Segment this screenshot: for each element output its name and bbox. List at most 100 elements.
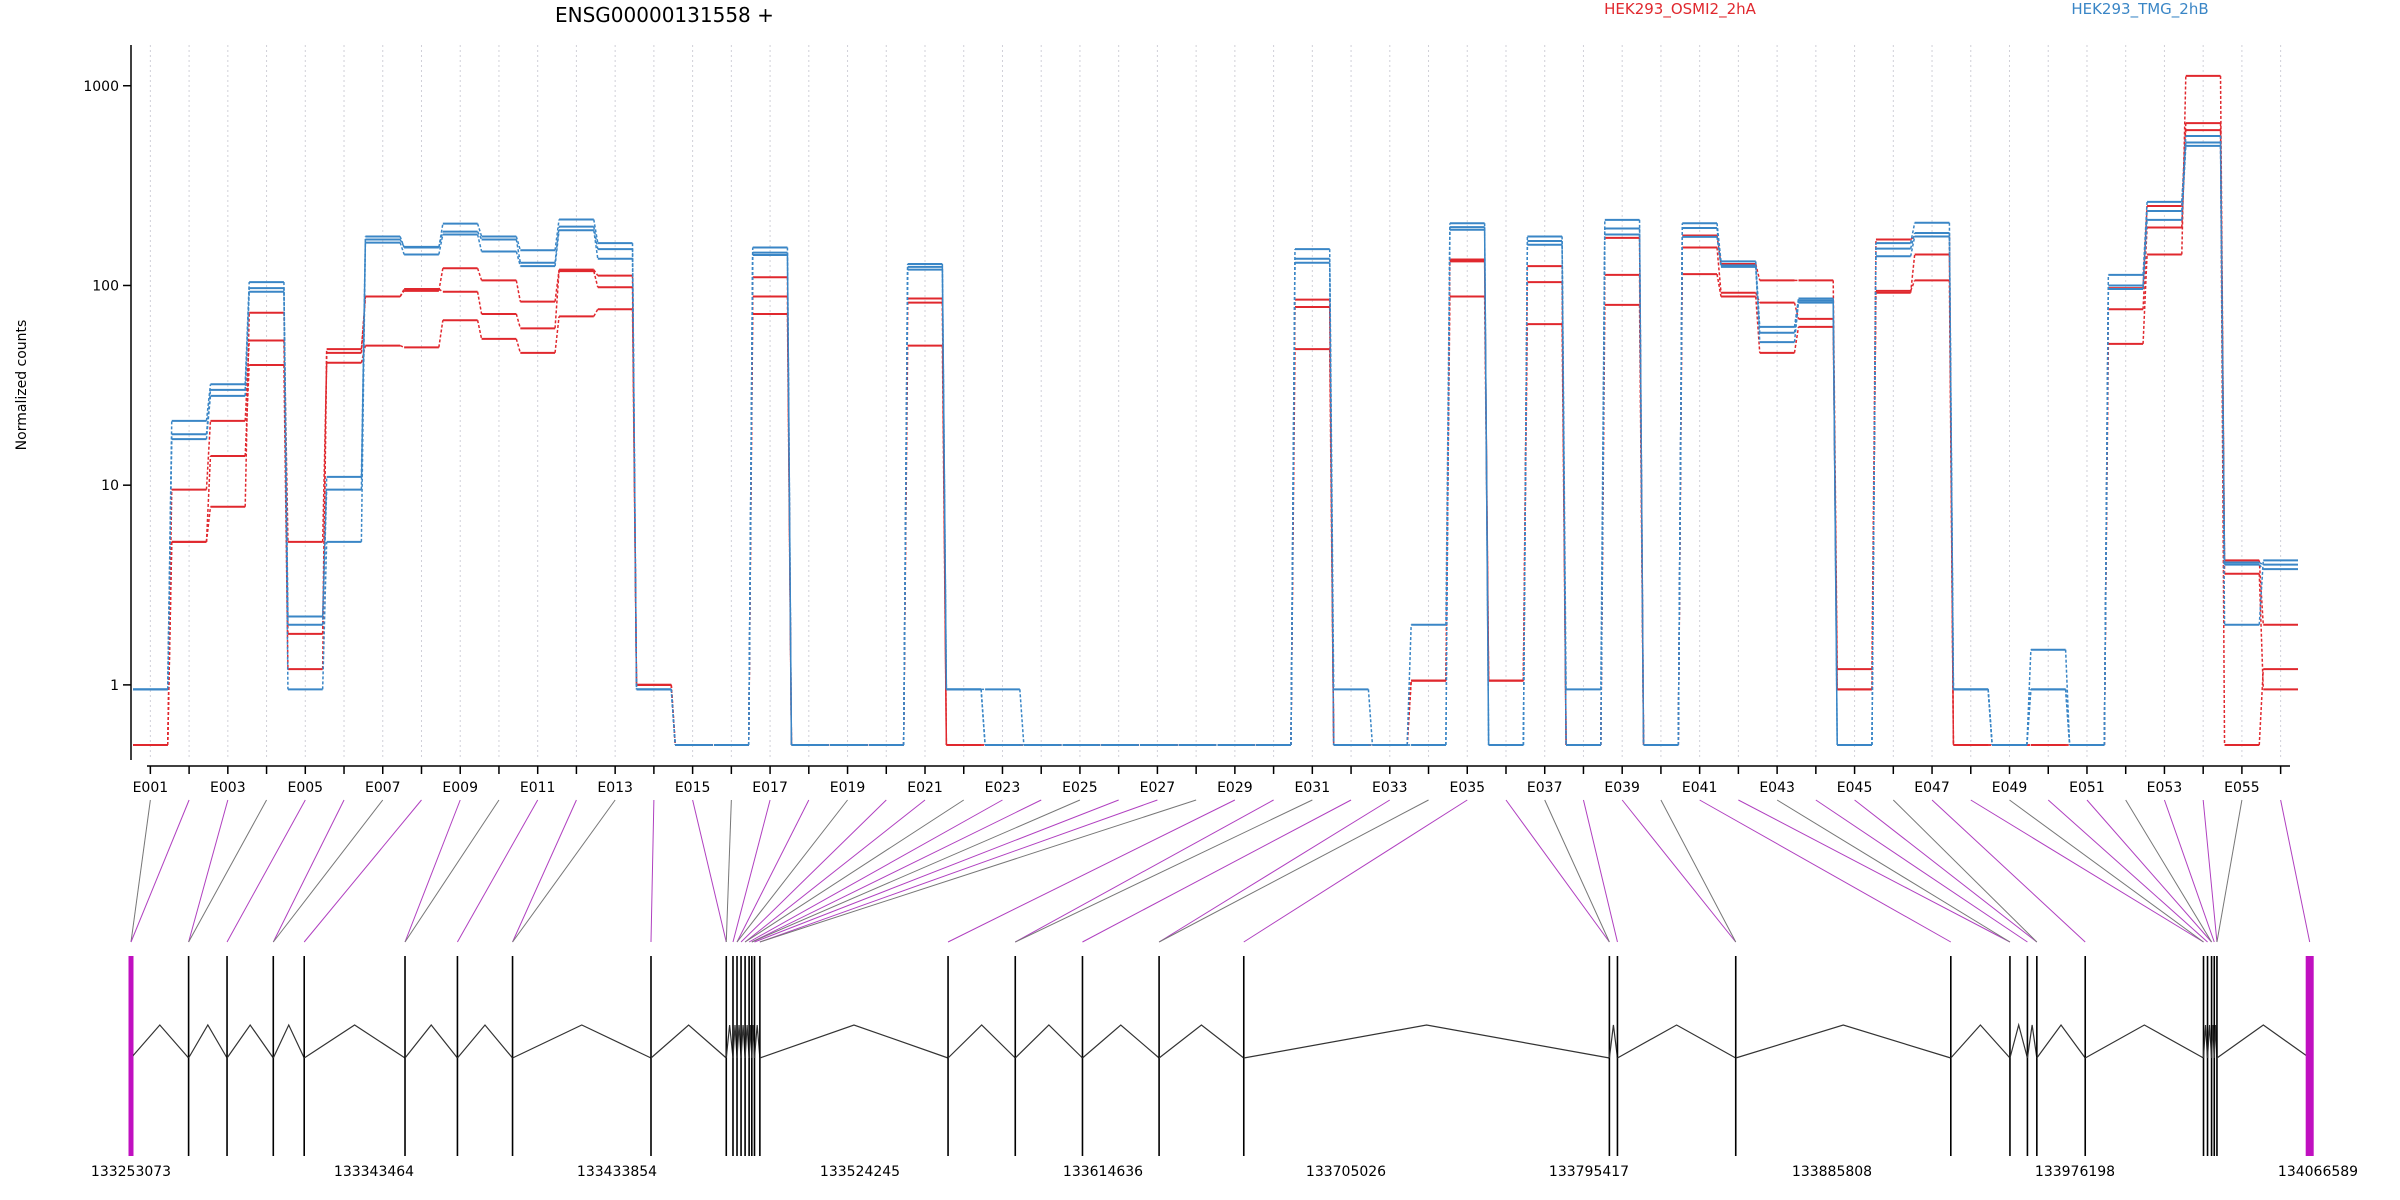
intron-line — [188, 1023, 228, 1059]
series-connector — [321, 541, 328, 690]
exon-tick-label: E013 — [597, 780, 633, 796]
exon-connector — [130, 799, 190, 943]
y-tick-label: 1000 — [83, 79, 119, 95]
series-connector — [670, 689, 676, 746]
exon-tick-label: E017 — [752, 780, 788, 796]
series-connector — [515, 280, 522, 302]
series-connector — [2142, 219, 2148, 290]
exon-connector — [188, 799, 268, 943]
exon-connector — [740, 799, 887, 943]
exon-connector — [272, 799, 384, 943]
gene-model — [128, 956, 2314, 1156]
series-connector — [2258, 669, 2265, 746]
exon-connector — [1015, 799, 1274, 943]
exon-connector — [272, 799, 345, 943]
exon-connector — [692, 799, 727, 943]
exon-connector — [736, 799, 848, 943]
series-connector — [1522, 282, 1529, 681]
series-connector — [2026, 689, 2032, 746]
exon-tick-label: E011 — [520, 780, 556, 796]
exon-connector — [759, 799, 1158, 943]
series-connector — [1483, 227, 1490, 746]
exon-tick-label: E053 — [2147, 780, 2183, 796]
exon-connector — [947, 799, 1236, 943]
exon-tick-label: E015 — [675, 780, 711, 796]
exon-tick-label: E043 — [1759, 780, 1795, 796]
genomic-coordinate-label: 133524245 — [820, 1164, 900, 1180]
exon-tick-label: E041 — [1682, 780, 1718, 796]
genomic-coordinate-label: 133433854 — [577, 1164, 657, 1180]
intron-line — [456, 1024, 514, 1059]
exon-connector — [1699, 799, 1952, 943]
exon-connector — [751, 799, 1042, 943]
exon-tick-label: E019 — [830, 780, 866, 796]
series-connector — [1561, 244, 1567, 746]
exon-connector — [2163, 799, 2215, 943]
series-connector — [438, 223, 444, 248]
intron-line — [303, 1024, 406, 1059]
exon-connector — [1243, 799, 1468, 943]
exon-connector — [725, 799, 732, 943]
series-connector — [1987, 689, 1993, 746]
series-connector — [476, 234, 483, 252]
series-connector — [1290, 262, 1296, 746]
series-connector — [747, 255, 754, 746]
exon-connector — [1621, 799, 1737, 943]
exon-connector — [226, 799, 306, 943]
exon-connector — [1660, 799, 1737, 943]
intron-line — [1608, 1024, 1619, 1059]
series-connector — [1445, 229, 1451, 746]
exon-connector — [1082, 799, 1352, 943]
intron-line — [512, 1024, 652, 1059]
exon-to-gene-connectors — [130, 799, 2311, 943]
series-connector — [593, 269, 599, 277]
exon-connector — [1505, 799, 1610, 943]
exon-tick-label: E051 — [2069, 780, 2105, 796]
exon-tick-label: E021 — [907, 780, 943, 796]
exon-tick-label: E007 — [365, 780, 401, 796]
chart-title: ENSG00000131558 + — [555, 3, 774, 27]
exon-connector — [2216, 799, 2243, 943]
series-connector — [399, 344, 405, 349]
series-connector — [515, 313, 522, 329]
series-connector — [1793, 302, 1800, 343]
exon-tick-label: E039 — [1604, 780, 1640, 796]
intron-line — [226, 1023, 274, 1059]
exon-tick-label: E045 — [1837, 780, 1873, 796]
exon-tick-label: E031 — [1295, 780, 1331, 796]
exon-connector — [512, 799, 577, 943]
exon-tick-label: E023 — [985, 780, 1021, 796]
legend-label: HEK293_TMG_2hB — [2071, 0, 2208, 19]
y-axis-label: Normalized counts — [14, 320, 30, 451]
series-connector — [554, 219, 560, 251]
exon-connector — [404, 799, 461, 943]
series-connector — [438, 288, 444, 293]
exon-tick-label: E037 — [1527, 780, 1563, 796]
intron-line — [404, 1024, 458, 1059]
exon-connector — [1158, 799, 1391, 943]
intron-line — [130, 1024, 190, 1059]
series-connector — [902, 269, 909, 746]
intron-line — [1014, 1024, 1083, 1059]
exon-tick-label: E003 — [210, 780, 246, 796]
series-connector — [1755, 266, 1761, 343]
series-connector — [593, 219, 599, 244]
series-connector — [2064, 689, 2071, 746]
intron-line — [1617, 1024, 1737, 1059]
exon-tick-label: E033 — [1372, 780, 1408, 796]
series-connector — [1367, 689, 1374, 746]
y-tick-label: 10 — [101, 478, 119, 494]
exon-connector — [1015, 799, 1313, 943]
series-connector — [1793, 326, 1800, 353]
exon-tick-label: E049 — [1992, 780, 2028, 796]
y-tick-label: 1 — [110, 678, 119, 694]
series-connector — [2181, 145, 2187, 220]
series-connector — [554, 226, 560, 263]
exon-tick-label: E025 — [1062, 780, 1098, 796]
series-connector — [399, 288, 405, 297]
exon-tick-label: E029 — [1217, 780, 1253, 796]
exon-connector — [1544, 799, 1610, 943]
series-connector — [902, 345, 909, 746]
exon-connector — [754, 799, 1119, 943]
